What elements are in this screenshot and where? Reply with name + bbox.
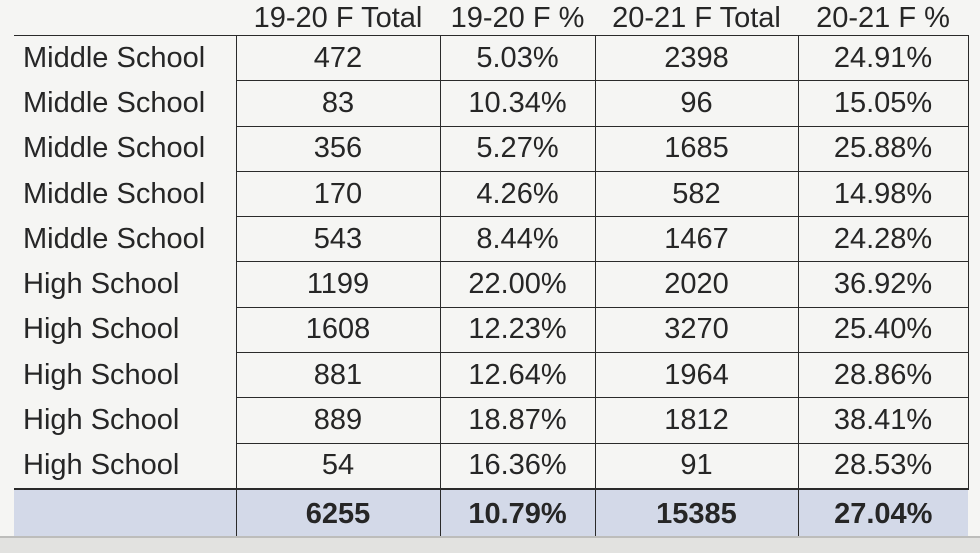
cell-1920-f-total: 472 [235,34,441,82]
table-row: High School 1199 22.00% 2020 36.92% [14,261,969,308]
cell-1920-f-total: 356 [235,125,441,172]
cell-1920-f-pct: 8.44% [439,216,596,263]
school-label: Middle School [14,80,237,127]
cell-1920-f-total: 543 [235,216,441,263]
cell-2021-f-pct: 25.40% [797,306,969,354]
cell-1920-f-pct: 5.27% [439,125,596,172]
cell-2021-f-total: 1812 [594,397,799,444]
totals-1920-f-pct: 10.79% [439,487,595,540]
totals-label [14,487,236,540]
header-row: 19-20 F Total 19-20 F % 20-21 F Total 20… [14,2,968,36]
header-1920-f-pct: 19-20 F % [450,2,585,34]
table-row: High School 54 16.36% 91 28.53% [14,442,969,490]
school-label: Middle School [14,171,237,217]
school-label: High School [14,397,237,444]
totals-2021-f-pct: 27.04% [797,487,968,540]
table-row: High School 1608 12.23% 3270 25.40% [14,306,969,354]
header-blank [14,2,236,36]
cell-1920-f-total: 83 [235,80,441,127]
cell-2021-f-pct: 24.91% [797,34,969,82]
table-body: Middle School 472 5.03% 2398 24.91% Middle Sc… [14,34,969,490]
totals-1920-f-total: 6255 [235,487,440,540]
cell-1920-f-pct: 16.36% [439,442,596,490]
cell-2021-f-pct: 14.98% [797,170,969,218]
cell-1920-f-total: 881 [235,352,441,399]
table-row: High School 889 18.87% 1812 38.41% [14,397,969,444]
cell-1920-f-pct: 5.03% [439,34,596,82]
cell-1920-f-pct: 18.87% [439,397,596,444]
cell-2021-f-pct: 25.88% [797,125,969,172]
cell-1920-f-total: 170 [235,170,441,218]
cell-1920-f-pct: 12.64% [439,352,596,399]
school-label: Middle School [14,216,237,262]
cell-2021-f-total: 3270 [594,306,799,354]
cell-2021-f-pct: 38.41% [797,397,969,444]
totals-row: 6255 10.79% 15385 27.04% [14,487,968,540]
cell-2021-f-pct: 15.05% [797,80,969,127]
cell-2021-f-pct: 24.28% [797,216,969,263]
cell-2021-f-total: 1685 [594,125,799,172]
header-2021-f-total: 20-21 F Total [612,2,781,34]
cell-1920-f-total: 54 [235,442,441,490]
table-row: Middle School 170 4.26% 582 14.98% [14,170,969,218]
cell-2021-f-pct: 28.86% [797,352,969,399]
cell-2021-f-total: 1964 [594,352,799,399]
table-row: Middle School 472 5.03% 2398 24.91% [14,34,969,82]
cell-1920-f-pct: 4.26% [439,170,596,218]
totals-2021-f-total: 15385 [594,487,798,540]
cell-2021-f-total: 96 [594,80,799,127]
cell-2021-f-total: 1467 [594,216,799,263]
cell-2021-f-total: 582 [594,170,799,218]
school-label: Middle School [14,34,237,81]
cell-2021-f-pct: 28.53% [797,442,969,490]
cell-1920-f-total: 889 [235,397,441,444]
school-label: High School [14,261,237,308]
cell-2021-f-total: 91 [594,442,799,490]
table-row: Middle School 83 10.34% 96 15.05% [14,80,969,127]
school-label: High School [14,307,237,353]
school-label: High School [14,443,237,489]
school-label: High School [14,352,237,398]
cell-1920-f-pct: 10.34% [439,80,596,127]
cell-1920-f-total: 1199 [235,261,441,308]
school-label: Middle School [14,126,237,172]
header-2021-f-pct: 20-21 F % [816,2,950,34]
table-row: High School 881 12.64% 1964 28.86% [14,352,969,399]
table-row: Middle School 356 5.27% 1685 25.88% [14,125,969,172]
cell-2021-f-pct: 36.92% [797,261,969,308]
cell-2021-f-total: 2020 [594,261,799,308]
page-bottom-edge [0,536,980,553]
header-1920-f-total: 19-20 F Total [253,2,423,34]
failure-rates-table: 19-20 F Total 19-20 F % 20-21 F Total 20… [14,2,969,540]
table-row: Middle School 543 8.44% 1467 24.28% [14,216,969,263]
cell-1920-f-pct: 12.23% [439,306,596,354]
cell-1920-f-pct: 22.00% [439,261,596,308]
cell-2021-f-total: 2398 [594,34,799,82]
cell-1920-f-total: 1608 [235,306,441,354]
